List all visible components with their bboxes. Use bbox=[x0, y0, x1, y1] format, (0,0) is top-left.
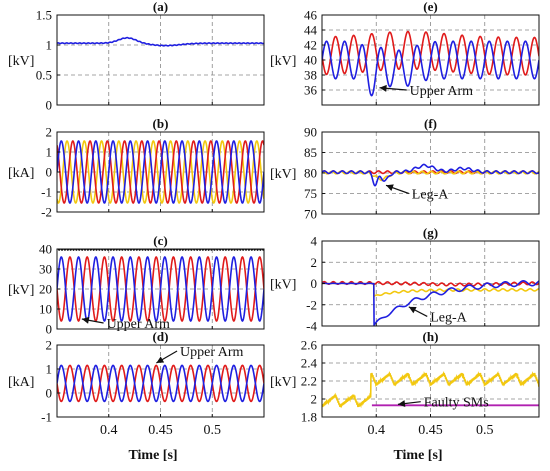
y-tick-label-c: 10 bbox=[39, 302, 52, 317]
annotation-label: Upper Arm bbox=[107, 317, 170, 332]
annotation-label: Faulty SMs bbox=[424, 396, 489, 411]
x-tick-label-h: 0.5 bbox=[476, 423, 494, 438]
y-tick-label-h: 1.8 bbox=[301, 410, 317, 425]
y-tick-label-d: -1 bbox=[41, 410, 52, 425]
y-tick-label-f: 80 bbox=[304, 166, 317, 181]
series-g-blue bbox=[322, 280, 539, 326]
y-tick-label-c: 40 bbox=[39, 242, 52, 257]
series-a-blue bbox=[57, 36, 264, 47]
x-tick-label-d: 0.45 bbox=[148, 423, 173, 438]
x-tick-label-d: 0.5 bbox=[204, 423, 222, 438]
annotation-arrowhead bbox=[81, 316, 90, 324]
y-tick-label-e: 38 bbox=[304, 68, 317, 83]
x-tick-label-h: 0.45 bbox=[418, 423, 443, 438]
y-tick-label-a: 1 bbox=[46, 38, 53, 53]
annotation-label: Upper Arm bbox=[180, 345, 243, 360]
y-tick-label-f: 75 bbox=[304, 186, 317, 201]
annotation-label: Upper Arm bbox=[410, 84, 473, 99]
annotation-label: Leg-A bbox=[412, 188, 449, 203]
series-e-blue bbox=[322, 40, 539, 97]
subplot-title-a: (a) bbox=[153, 0, 168, 14]
subplot-title-g: (g) bbox=[423, 225, 438, 240]
y-axis-label-g: [kV] bbox=[270, 278, 296, 293]
y-tick-label-e: 42 bbox=[304, 38, 317, 53]
series-c-blue bbox=[57, 256, 264, 322]
subplot-c: 0 10 20 30 40 (c) [kV] Upper Arm bbox=[8, 233, 265, 337]
grid-c bbox=[57, 249, 264, 329]
y-tick-label-e: 44 bbox=[304, 23, 318, 38]
y-tick-label-f: 85 bbox=[304, 145, 317, 160]
series-d-blue bbox=[57, 364, 264, 403]
x-axis-label-left: Time [s] bbox=[128, 448, 177, 463]
y-tick-label-e: 46 bbox=[304, 8, 318, 23]
y-axis-label-f: [kV] bbox=[270, 167, 296, 182]
series-f-blue bbox=[322, 163, 539, 187]
y-axis-label-c: [kV] bbox=[8, 283, 34, 298]
x-axis-label-right: Time [s] bbox=[393, 448, 442, 463]
annotation-arrowhead bbox=[379, 84, 387, 92]
y-axis-label-e: [kV] bbox=[270, 54, 296, 69]
y-tick-label-f: 90 bbox=[304, 125, 317, 140]
subplot-title-b: (b) bbox=[153, 116, 169, 131]
y-tick-label-g: 4 bbox=[311, 234, 318, 249]
y-tick-label-c: 30 bbox=[39, 262, 52, 277]
y-tick-label-d: 0 bbox=[46, 386, 53, 401]
series-b-blue bbox=[57, 140, 264, 204]
y-tick-label-h: 2.2 bbox=[301, 374, 317, 389]
subplot-h: 1.8 2 2.2 2.4 2.6 0.4 0.45 0.5 (h) [kV] Faulty SMs bbox=[270, 329, 540, 438]
y-tick-label-h: 2.4 bbox=[301, 356, 318, 371]
subplot-title-c: (c) bbox=[153, 233, 167, 248]
y-tick-label-g: 0 bbox=[311, 276, 318, 291]
y-axis-label-b: [kA] bbox=[8, 166, 34, 181]
y-tick-label-f: 70 bbox=[304, 207, 317, 222]
subplot-title-f: (f) bbox=[424, 116, 437, 131]
subplot-title-h: (h) bbox=[423, 329, 439, 344]
y-axis-label-d: [kA] bbox=[8, 375, 34, 390]
grid-a bbox=[57, 15, 264, 105]
y-tick-label-d: 2 bbox=[46, 338, 53, 353]
subplot-a: 0 0.5 1 1.5 (a) [kV] bbox=[8, 0, 265, 113]
subplots: 00.511.5(a)[kV]-2-1012(b)[kA]010203040(c… bbox=[8, 0, 540, 438]
y-tick-label-e: 36 bbox=[304, 83, 318, 98]
subplot-b: -2 -1 0 1 2 (b) [kA] bbox=[8, 116, 265, 220]
y-axis-label-h: [kV] bbox=[270, 375, 296, 390]
subplot-title-d: (d) bbox=[153, 329, 169, 344]
annotation-label: Leg-A bbox=[430, 310, 467, 325]
series-b-red bbox=[57, 140, 264, 204]
annotation-arrowhead bbox=[386, 184, 394, 191]
x-tick-label-h: 0.4 bbox=[368, 423, 386, 438]
annotation-arrowhead bbox=[397, 400, 406, 408]
y-tick-label-a: 1.5 bbox=[36, 8, 52, 23]
subplot-d: -1 0 1 2 0.4 0.45 0.5 (d) [kA] Upper Arm bbox=[8, 329, 265, 438]
y-tick-label-b: 1 bbox=[46, 145, 53, 160]
y-tick-label-b: 0 bbox=[46, 165, 53, 180]
y-tick-label-d: 1 bbox=[46, 362, 53, 377]
subplot-g: -4 -2 0 2 4 (g) [kV] Leg-A bbox=[270, 225, 540, 334]
y-tick-label-a: 0.5 bbox=[36, 68, 52, 83]
y-tick-label-g: -2 bbox=[306, 297, 317, 312]
annotation-arrowhead bbox=[408, 306, 417, 314]
y-tick-label-b: -2 bbox=[41, 205, 52, 220]
y-tick-label-e: 40 bbox=[304, 53, 317, 68]
y-tick-label-c: 20 bbox=[39, 282, 52, 297]
y-tick-label-g: -4 bbox=[306, 319, 317, 334]
y-axis-label-a: [kV] bbox=[8, 54, 34, 69]
subplot-title-e: (e) bbox=[423, 0, 437, 14]
series-h-yellow bbox=[322, 371, 539, 409]
y-tick-label-b: -1 bbox=[41, 185, 52, 200]
annotation-arrowhead bbox=[156, 356, 165, 363]
y-tick-label-b: 2 bbox=[46, 125, 53, 140]
y-tick-label-a: 0 bbox=[46, 98, 53, 113]
subplot-f: 70 75 80 85 90 (f) [kV] Leg-A bbox=[270, 116, 540, 222]
y-tick-label-g: 2 bbox=[311, 255, 318, 270]
x-tick-label-d: 0.4 bbox=[100, 423, 118, 438]
y-tick-label-h: 2 bbox=[311, 392, 318, 407]
y-tick-label-h: 2.6 bbox=[301, 338, 318, 353]
y-tick-label-c: 0 bbox=[46, 322, 53, 337]
series-b-yellow bbox=[57, 140, 264, 204]
